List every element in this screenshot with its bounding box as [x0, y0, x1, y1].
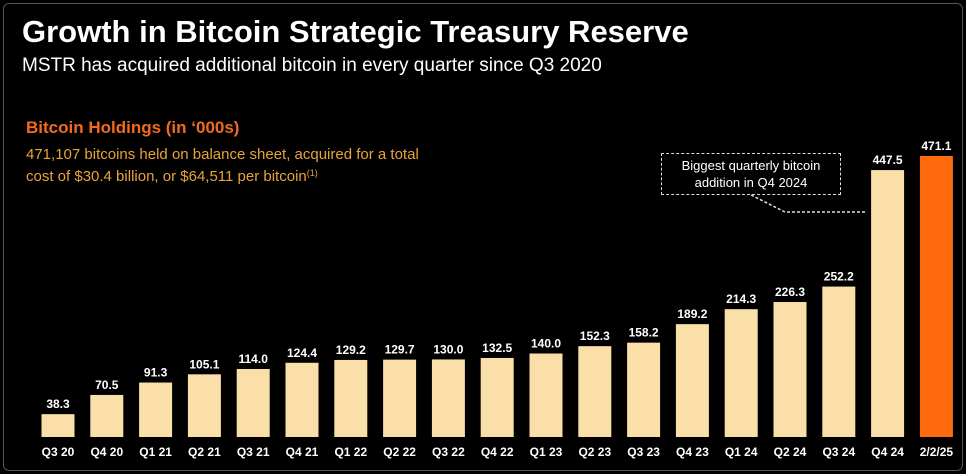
bar-0 — [41, 414, 75, 437]
data-label-17: 447.5 — [873, 153, 903, 167]
bar-16 — [822, 286, 856, 437]
callout-connector — [750, 194, 865, 213]
data-label-3: 105.1 — [189, 357, 219, 371]
chart-note-text: 471,107 bitcoins held on balance sheet, … — [26, 146, 419, 185]
bar-1 — [90, 394, 124, 437]
x-tick-label-5: Q4 21 — [286, 445, 319, 459]
data-label-14: 214.3 — [726, 292, 756, 306]
bar-14 — [724, 309, 758, 437]
bar-8 — [431, 359, 465, 437]
x-tick-label-12: Q3 23 — [627, 445, 660, 459]
bar-13 — [675, 324, 709, 437]
bar-10 — [529, 353, 563, 437]
footnote-marker: (1) — [306, 168, 318, 178]
data-label-6: 129.2 — [336, 343, 366, 357]
x-tick-label-11: Q2 23 — [578, 445, 611, 459]
x-tick-label-15: Q2 24 — [774, 445, 807, 459]
x-tick-label-4: Q3 21 — [237, 445, 270, 459]
bar-4 — [236, 369, 270, 437]
x-tick-label-2: Q1 21 — [139, 445, 172, 459]
data-label-0: 38.3 — [46, 397, 70, 411]
callout-box: Biggest quarterly bitcoin addition in Q4… — [661, 153, 841, 195]
bar-11 — [578, 346, 612, 437]
bar-12 — [627, 342, 661, 437]
bar-9 — [480, 357, 514, 437]
bar-17 — [871, 170, 905, 437]
x-tick-label-3: Q2 21 — [188, 445, 221, 459]
slide-frame — [3, 3, 963, 471]
data-label-18: 471.1 — [921, 139, 951, 153]
x-tick-label-18: 2/2/25 — [920, 445, 954, 459]
bar-3 — [187, 374, 221, 437]
bar-2 — [139, 382, 173, 437]
data-label-4: 114.0 — [239, 352, 269, 366]
x-tick-label-1: Q4 20 — [90, 445, 123, 459]
x-tick-label-17: Q4 24 — [871, 445, 904, 459]
callout-line-2: addition in Q4 2024 — [694, 175, 808, 190]
x-tick-label-16: Q3 24 — [822, 445, 855, 459]
data-label-7: 129.7 — [385, 343, 415, 357]
x-tick-label-8: Q3 22 — [432, 445, 465, 459]
page-title: Growth in Bitcoin Strategic Treasury Res… — [22, 14, 689, 49]
bars-group: 38.3 Q3 20 70.5 Q4 20 91.3 Q1 21 105.1 Q2 21 114… — [41, 139, 954, 459]
x-tick-label-0: Q3 20 — [42, 445, 75, 459]
bar-18 — [919, 156, 953, 437]
data-label-2: 91.3 — [144, 366, 168, 380]
data-label-12: 158.2 — [629, 326, 659, 340]
data-label-8: 130.0 — [433, 342, 463, 356]
x-tick-label-9: Q4 22 — [481, 445, 514, 459]
bar-7 — [383, 359, 417, 437]
x-tick-label-13: Q4 23 — [676, 445, 709, 459]
page-subtitle: MSTR has acquired additional bitcoin in … — [22, 55, 602, 76]
data-label-15: 226.3 — [775, 285, 805, 299]
callout-line-1: Biggest quarterly bitcoin — [681, 158, 821, 173]
x-tick-label-10: Q1 23 — [530, 445, 563, 459]
data-label-16: 252.2 — [824, 270, 854, 284]
x-tick-label-14: Q1 24 — [725, 445, 758, 459]
bar-5 — [285, 362, 319, 437]
data-label-1: 70.5 — [95, 378, 119, 392]
bar-6 — [334, 359, 368, 437]
x-tick-label-6: Q1 22 — [334, 445, 367, 459]
chart-title: Bitcoin Holdings (in ‘000s) — [26, 118, 240, 137]
chart-note: 471,107 bitcoins held on balance sheet, … — [26, 145, 446, 186]
x-tick-label-7: Q2 22 — [383, 445, 416, 459]
data-label-13: 189.2 — [677, 307, 707, 321]
data-label-10: 140.0 — [531, 336, 561, 350]
data-label-11: 152.3 — [580, 329, 610, 343]
data-label-9: 132.5 — [482, 341, 512, 355]
data-label-5: 124.4 — [287, 346, 317, 360]
bar-15 — [773, 302, 807, 437]
